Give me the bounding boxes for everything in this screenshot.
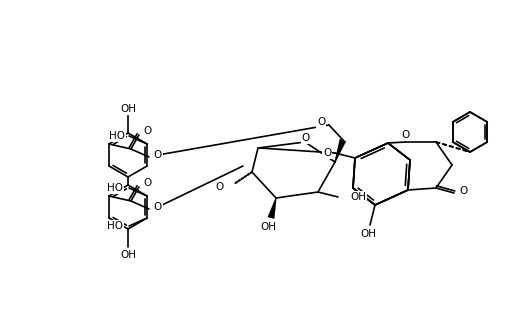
Polygon shape bbox=[268, 198, 276, 219]
Text: OH: OH bbox=[120, 104, 136, 114]
Text: O: O bbox=[144, 126, 152, 136]
Polygon shape bbox=[335, 139, 346, 162]
Text: O: O bbox=[401, 130, 409, 140]
Text: OH: OH bbox=[260, 222, 276, 232]
Text: O: O bbox=[154, 202, 162, 212]
Text: O: O bbox=[302, 133, 310, 143]
Text: O: O bbox=[323, 148, 331, 158]
Text: HO: HO bbox=[109, 131, 125, 141]
Text: OH: OH bbox=[120, 250, 136, 260]
Text: O: O bbox=[154, 150, 162, 160]
Text: O: O bbox=[317, 117, 325, 127]
Text: HO: HO bbox=[107, 183, 123, 193]
Text: O: O bbox=[459, 186, 467, 196]
Text: O: O bbox=[144, 178, 152, 188]
Text: OH: OH bbox=[360, 229, 376, 239]
Text: O: O bbox=[216, 182, 224, 192]
Text: HO: HO bbox=[107, 221, 123, 231]
Text: OH: OH bbox=[350, 192, 366, 202]
